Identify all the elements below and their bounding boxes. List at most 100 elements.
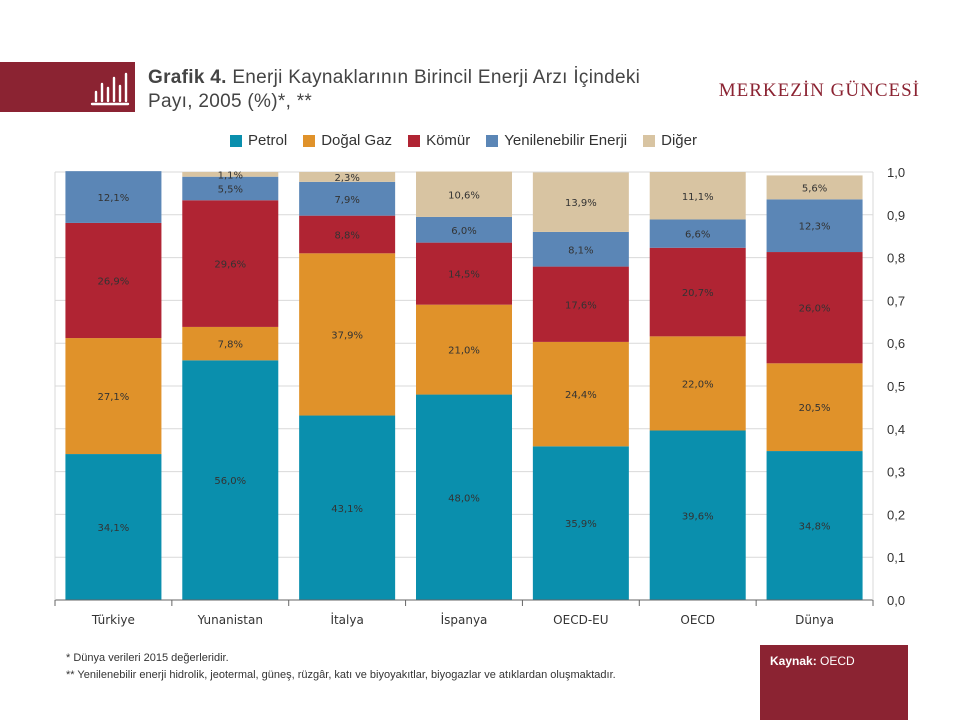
data-label: 17,6% [565, 300, 597, 311]
brand-name: MERKEZİN GÜNCESİ [718, 80, 920, 101]
x-tick-label: Türkiye [91, 613, 135, 627]
bar-dogal-gaz-turkiye [65, 338, 162, 455]
data-label: 12,3% [799, 222, 831, 233]
bar-petrol-turkiye [65, 454, 162, 600]
y-tick-label: 0,5 [887, 379, 905, 394]
bar-diger-oecd [649, 172, 746, 220]
y-tick-label: 0,7 [887, 293, 905, 308]
legend-item-diger: Diğer [643, 132, 697, 149]
data-label: 22,0% [682, 379, 714, 390]
y-tick-label: 0,8 [887, 251, 905, 266]
bar-dogal-gaz-ispanya [416, 304, 512, 395]
data-label: 8,8% [334, 230, 359, 241]
data-label: 35,9% [565, 519, 597, 530]
footnote-1: * Dünya verileri 2015 değerleridir. [66, 652, 229, 664]
data-label: 34,8% [799, 522, 831, 533]
data-label: 2,3% [334, 173, 359, 184]
bar-chart-icon [90, 72, 130, 106]
y-tick-label: 0,9 [887, 208, 905, 223]
bar-diger-italya [299, 172, 396, 182]
legend-swatch [643, 134, 656, 147]
data-label: 12,1% [98, 193, 130, 204]
bar-petrol-yunanistan [182, 360, 279, 600]
title-text: Enerji Kaynaklarının Birincil Enerji Arz… [148, 67, 641, 112]
data-label: 29,6% [214, 260, 246, 271]
source-value: OECD [820, 654, 855, 668]
bar-dogal-gaz-oecd [649, 336, 746, 431]
bar-dogal-gaz-italya [299, 253, 396, 416]
bar-komur-dunya [766, 252, 863, 364]
x-tick-label: İtalya [330, 612, 363, 627]
bar-komur-oecd-eu [532, 266, 629, 342]
bar-diger-dunya [766, 175, 863, 200]
source-label: Kaynak: [770, 654, 817, 668]
y-tick-label: 0,4 [887, 422, 905, 437]
x-tick-label: OECD-EU [553, 613, 608, 627]
bar-komur-oecd [649, 247, 746, 337]
legend-label: Petrol [248, 132, 288, 149]
title-prefix: Grafik 4. [148, 67, 227, 88]
y-tick-label: 0,6 [887, 336, 905, 351]
data-label: 1,1% [218, 170, 243, 181]
bar-yenilenebilir-enerji-turkiye [65, 171, 162, 223]
y-tick-label: 0,3 [887, 465, 905, 480]
x-tick-label: İspanya [441, 612, 488, 627]
bar-komur-turkiye [65, 222, 162, 339]
data-label: 6,6% [685, 230, 710, 241]
bar-komur-italya [299, 215, 396, 254]
bar-petrol-ispanya [416, 394, 512, 600]
bar-diger-ispanya [416, 171, 512, 217]
data-label: 24,4% [565, 390, 597, 401]
stacked-bar-chart: 0,0 0,1 0,2 0,3 0,4 0,5 0,6 0,7 0,8 0,9 1,0 34,1% 27… [54, 165, 905, 627]
source-box: Kaynak: OECD [760, 645, 908, 720]
legend-item-komur: Kömür [408, 132, 470, 149]
bar-dogal-gaz-oecd-eu [532, 341, 629, 447]
x-tick-label: Yunanistan [197, 613, 263, 627]
bar-yenilenebilir-enerji-italya [299, 181, 396, 216]
legend-item-petrol: Petrol [230, 132, 287, 149]
bar-yenilenebilir-enerji-dunya [766, 199, 863, 253]
data-label: 20,5% [799, 403, 831, 414]
legend-label: Yenilenebilir Enerji [504, 132, 628, 149]
data-label: 8,1% [568, 245, 593, 256]
bar-dogal-gaz-dunya [766, 363, 863, 452]
bar-yenilenebilir-enerji-yunanistan [182, 176, 279, 201]
data-label: 6,0% [451, 226, 476, 237]
legend-item-yenilenebilir-enerji: Yenilenebilir Enerji [486, 132, 627, 149]
y-tick-label: 0,0 [887, 593, 905, 608]
bar-petrol-dunya [766, 451, 863, 600]
bar-yenilenebilir-enerji-oecd [649, 219, 746, 248]
data-label: 26,9% [98, 276, 130, 287]
bar-komur-ispanya [416, 242, 512, 305]
data-label: 10,6% [448, 190, 480, 201]
legend-label: Kömür [426, 132, 471, 149]
y-tick-label: 0,2 [887, 507, 905, 522]
y-tick-label: 1,0 [887, 165, 905, 180]
data-label: 39,6% [682, 511, 714, 522]
bar-petrol-italya [299, 415, 396, 600]
chart-title: Grafik 4. Enerji Kaynaklarının Birincil … [148, 66, 668, 114]
data-label: 26,0% [799, 304, 831, 315]
data-label: 34,1% [98, 523, 130, 534]
bar-petrol-oecd-eu [532, 446, 629, 600]
data-label: 43,1% [331, 504, 363, 515]
data-label: 5,6% [802, 183, 827, 194]
legend-swatch [303, 134, 316, 147]
bar-komur-yunanistan [182, 200, 279, 327]
data-label: 21,0% [448, 346, 480, 357]
bar-yenilenebilir-enerji-oecd-eu [532, 231, 629, 267]
data-label: 7,9% [334, 195, 359, 206]
data-label: 27,1% [98, 392, 130, 403]
data-label: 7,8% [218, 340, 243, 351]
bar-yenilenebilir-enerji-ispanya [416, 216, 512, 243]
data-label: 20,7% [682, 288, 714, 299]
y-tick-label: 0,1 [887, 550, 905, 565]
legend-label: Doğal Gaz [321, 132, 393, 149]
chart-legend: Petrol Doğal Gaz Kömür Yenilenebilir Enerji… [230, 132, 697, 149]
data-label: 11,1% [682, 192, 714, 203]
legend-label: Diğer [661, 132, 697, 149]
legend-swatch [408, 134, 421, 147]
footnote-2: ** Yenilenebilir enerji hidrolik, jeoter… [66, 669, 616, 681]
bar-petrol-oecd [649, 430, 746, 600]
data-label: 37,9% [331, 330, 363, 341]
